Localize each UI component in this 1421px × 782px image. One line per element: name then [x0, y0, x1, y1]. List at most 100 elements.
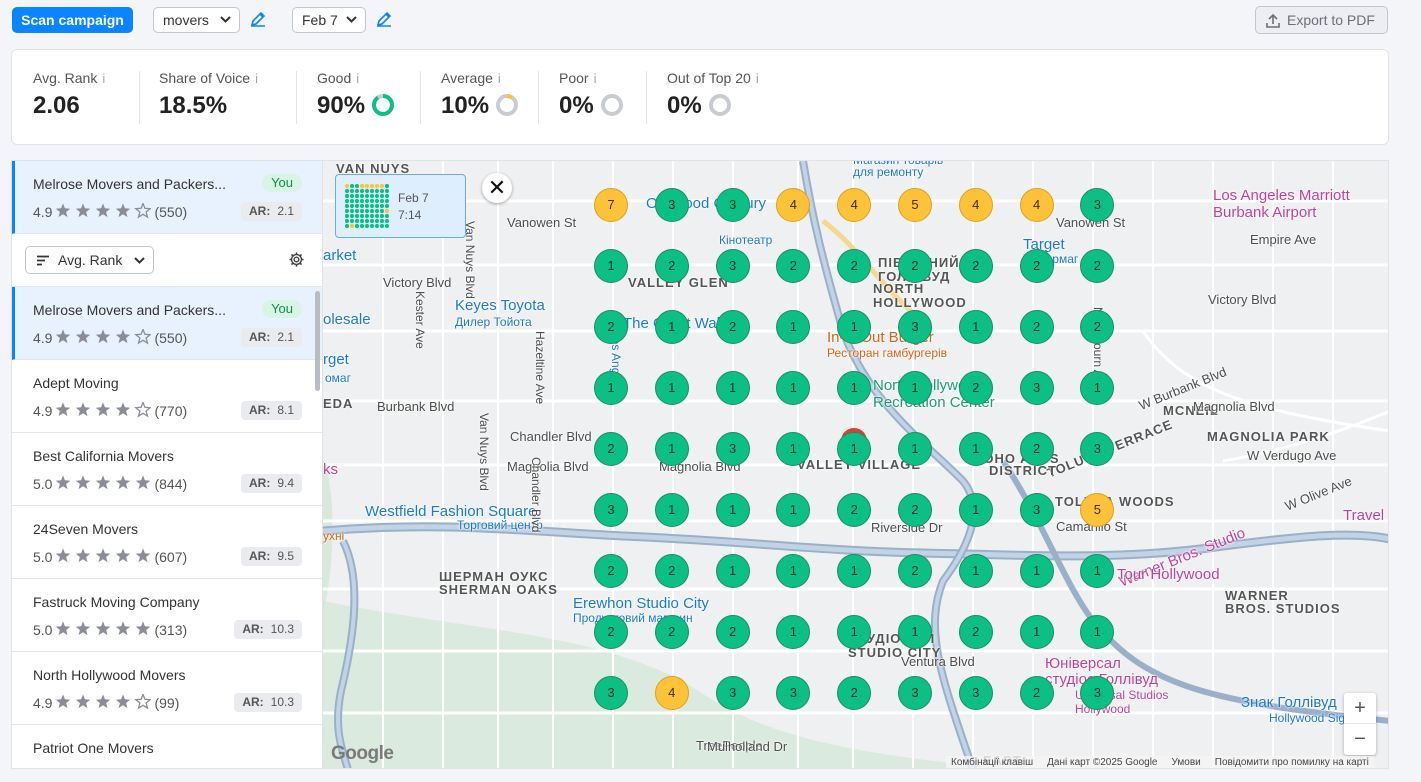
- gear-icon[interactable]: [288, 251, 305, 268]
- rank-pin[interactable]: 1: [776, 310, 811, 344]
- rank-pin[interactable]: 1: [654, 371, 689, 405]
- pinned-business-card[interactable]: Melrose Movers and Packers... 4.9 (550) Y…: [12, 161, 322, 234]
- rank-pin[interactable]: 1: [654, 310, 689, 344]
- rank-heatmap-map[interactable]: VAN NUYS Vanowen St Victory Blvd VALLEY GLE…: [322, 160, 1389, 769]
- rank-pin[interactable]: 1: [776, 615, 811, 649]
- rank-pin[interactable]: 1: [1080, 615, 1115, 649]
- zoom-in-button[interactable]: +: [1344, 693, 1376, 724]
- business-card[interactable]: Adept Moving 4.9 (770) AR: 8.1: [12, 360, 322, 433]
- rank-pin[interactable]: 4: [776, 188, 811, 222]
- rank-pin[interactable]: 4: [958, 188, 993, 222]
- rank-pin[interactable]: 1: [837, 615, 872, 649]
- rank-pin[interactable]: 1: [837, 371, 872, 405]
- rank-pin[interactable]: 2: [654, 554, 689, 588]
- rank-pin[interactable]: 5: [1080, 493, 1115, 527]
- info-icon[interactable]: i: [356, 71, 360, 86]
- info-icon[interactable]: i: [102, 71, 106, 86]
- rank-pin[interactable]: 3: [1080, 676, 1115, 710]
- rank-pin[interactable]: 1: [715, 371, 750, 405]
- rank-pin[interactable]: 1: [898, 371, 932, 405]
- rank-pin[interactable]: 1: [654, 432, 689, 466]
- rank-pin[interactable]: 3: [715, 676, 750, 710]
- rank-pin[interactable]: 1: [958, 493, 993, 527]
- rank-pin[interactable]: 7: [594, 188, 628, 222]
- rank-pin[interactable]: 3: [715, 188, 750, 222]
- rank-pin[interactable]: 1: [1080, 371, 1115, 405]
- rank-pin[interactable]: 2: [898, 554, 932, 588]
- report-error-link[interactable]: Повідомити про помилку на карті: [1214, 757, 1369, 768]
- rank-pin[interactable]: 2: [837, 493, 872, 527]
- rank-pin[interactable]: 2: [837, 676, 872, 710]
- rank-pin[interactable]: 4: [654, 676, 689, 710]
- rank-pin[interactable]: 3: [1019, 371, 1054, 405]
- rank-pin[interactable]: 2: [1019, 676, 1054, 710]
- rank-pin[interactable]: 3: [958, 676, 993, 710]
- info-icon[interactable]: i: [593, 71, 597, 86]
- rank-pin[interactable]: 1: [898, 615, 932, 649]
- rank-pin[interactable]: 1: [1019, 615, 1054, 649]
- rank-pin[interactable]: 2: [1019, 310, 1054, 344]
- business-card[interactable]: Melrose Movers and Packers... 4.9 (550) AR:…: [12, 287, 322, 360]
- rank-pin[interactable]: 1: [776, 432, 811, 466]
- rank-pin[interactable]: 3: [776, 676, 811, 710]
- rank-pin[interactable]: 3: [1080, 432, 1115, 466]
- rank-pin[interactable]: 2: [898, 249, 932, 283]
- rank-pin[interactable]: 2: [715, 615, 750, 649]
- rank-pin[interactable]: 2: [654, 615, 689, 649]
- rank-pin[interactable]: 1: [898, 432, 932, 466]
- rank-pin[interactable]: 1: [594, 371, 628, 405]
- edit-date-icon[interactable]: [375, 10, 393, 28]
- info-icon[interactable]: i: [755, 71, 759, 86]
- rank-pin[interactable]: 2: [958, 615, 993, 649]
- rank-pin[interactable]: 3: [1080, 188, 1115, 222]
- close-icon[interactable]: ✕: [482, 173, 512, 203]
- rank-pin[interactable]: 1: [594, 249, 628, 283]
- keyword-dropdown[interactable]: movers: [153, 7, 240, 33]
- rank-pin[interactable]: 2: [776, 249, 811, 283]
- rank-pin[interactable]: 1: [776, 493, 811, 527]
- terms-link[interactable]: Умови: [1171, 757, 1201, 768]
- rank-pin[interactable]: 3: [715, 249, 750, 283]
- rank-pin[interactable]: 1: [958, 310, 993, 344]
- date-dropdown[interactable]: Feb 7: [292, 7, 366, 33]
- info-icon[interactable]: i: [497, 71, 501, 86]
- rank-pin[interactable]: 3: [715, 432, 750, 466]
- rank-pin[interactable]: 2: [594, 310, 628, 344]
- edit-keyword-icon[interactable]: [249, 10, 267, 28]
- rank-pin[interactable]: 4: [1019, 188, 1054, 222]
- rank-pin[interactable]: 1: [1080, 554, 1115, 588]
- rank-pin[interactable]: 2: [898, 493, 932, 527]
- rank-pin[interactable]: 1: [776, 371, 811, 405]
- rank-pin[interactable]: 2: [837, 249, 872, 283]
- rank-pin[interactable]: 2: [715, 310, 750, 344]
- rank-pin[interactable]: 2: [594, 615, 628, 649]
- rank-pin[interactable]: 3: [898, 310, 932, 344]
- keyboard-shortcuts-link[interactable]: Комбінації клавіш: [951, 757, 1034, 768]
- rank-pin[interactable]: 5: [898, 188, 932, 222]
- rank-pin[interactable]: 3: [1019, 493, 1054, 527]
- business-card[interactable]: Fastruck Moving Company 5.0 (313) AR: 10.3: [12, 579, 322, 652]
- rank-pin[interactable]: 4: [837, 188, 872, 222]
- info-icon[interactable]: i: [255, 71, 258, 86]
- rank-pin[interactable]: 3: [654, 188, 689, 222]
- rank-pin[interactable]: 1: [837, 310, 872, 344]
- export-pdf-button[interactable]: Export to PDF: [1255, 6, 1388, 34]
- sort-dropdown[interactable]: Avg. Rank: [25, 246, 154, 274]
- scan-history-card[interactable]: Feb 7 7:14: [335, 174, 466, 238]
- rank-pin[interactable]: 3: [594, 676, 628, 710]
- rank-pin[interactable]: 2: [1080, 310, 1115, 344]
- rank-pin[interactable]: 1: [958, 432, 993, 466]
- business-card[interactable]: Best California Movers 5.0 (844) AR: 9.4: [12, 433, 322, 506]
- rank-pin[interactable]: 1: [1019, 554, 1054, 588]
- rank-pin[interactable]: 2: [1019, 249, 1054, 283]
- rank-pin[interactable]: 1: [715, 493, 750, 527]
- rank-pin[interactable]: 2: [654, 249, 689, 283]
- zoom-out-button[interactable]: −: [1354, 728, 1366, 750]
- business-card[interactable]: Patriot One Movers: [12, 725, 322, 768]
- rank-pin[interactable]: 1: [715, 554, 750, 588]
- sidebar-scrollbar[interactable]: [315, 291, 320, 391]
- rank-pin[interactable]: 3: [898, 676, 932, 710]
- business-card[interactable]: North Hollywood Movers 4.9 (99) AR: 10.3: [12, 652, 322, 725]
- scan-campaign-button[interactable]: Scan campaign: [12, 7, 133, 33]
- rank-pin[interactable]: 1: [776, 554, 811, 588]
